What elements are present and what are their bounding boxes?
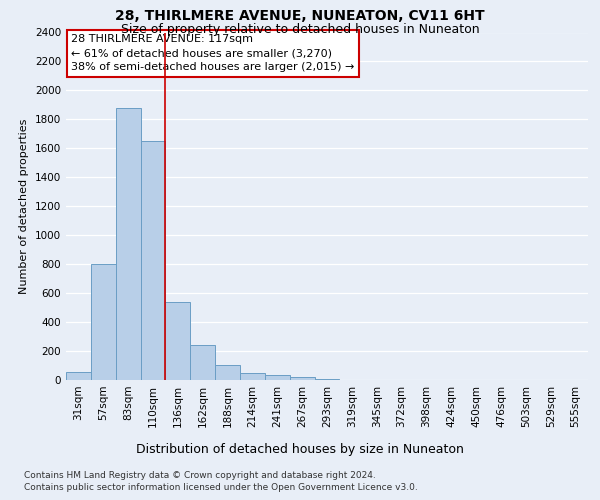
Bar	[215, 365, 240, 380]
Bar	[190, 345, 215, 380]
Bar	[166, 302, 190, 380]
Text: Contains public sector information licensed under the Open Government Licence v3: Contains public sector information licen…	[24, 483, 418, 492]
Text: Distribution of detached houses by size in Nuneaton: Distribution of detached houses by size …	[136, 442, 464, 456]
Bar	[290, 377, 314, 380]
Bar	[66, 372, 91, 380]
Bar	[240, 373, 265, 380]
Bar	[140, 141, 166, 380]
Bar	[116, 108, 140, 380]
Bar	[265, 375, 290, 380]
Text: 28, THIRLMERE AVENUE, NUNEATON, CV11 6HT: 28, THIRLMERE AVENUE, NUNEATON, CV11 6HT	[115, 9, 485, 23]
Bar	[91, 264, 116, 380]
Y-axis label: Number of detached properties: Number of detached properties	[19, 118, 29, 294]
Text: Size of property relative to detached houses in Nuneaton: Size of property relative to detached ho…	[121, 22, 479, 36]
Bar	[314, 378, 340, 380]
Text: Contains HM Land Registry data © Crown copyright and database right 2024.: Contains HM Land Registry data © Crown c…	[24, 471, 376, 480]
Text: 28 THIRLMERE AVENUE: 117sqm
← 61% of detached houses are smaller (3,270)
38% of : 28 THIRLMERE AVENUE: 117sqm ← 61% of det…	[71, 34, 355, 72]
